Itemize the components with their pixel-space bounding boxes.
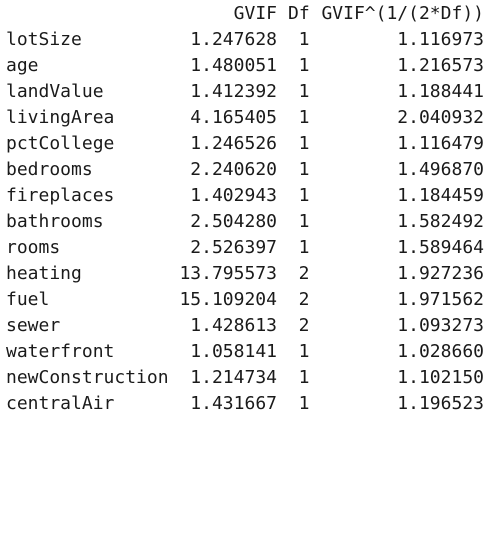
table-row: centralAir 1.431667 1 1.196523 xyxy=(0,391,499,417)
row-label: pctCollege xyxy=(6,133,115,154)
adjusted-gvif-value: 1.102150 xyxy=(397,367,484,388)
row-label: waterfront xyxy=(6,341,115,362)
df-value: 1 xyxy=(298,211,310,232)
gvif-value: 1.246526 xyxy=(190,133,277,154)
row-label: newConstruction xyxy=(6,367,169,388)
adjusted-gvif-value: 1.196523 xyxy=(397,393,484,414)
header-adjusted-gvif: GVIF^(1/(2*Df)) xyxy=(321,3,484,24)
gvif-value: 1.428613 xyxy=(190,315,277,336)
gvif-value: 13.795573 xyxy=(179,263,277,284)
adjusted-gvif-value: 1.184459 xyxy=(397,185,484,206)
gvif-value: 1.402943 xyxy=(190,185,277,206)
row-label: bathrooms xyxy=(6,211,104,232)
df-value: 1 xyxy=(298,367,310,388)
table-row: livingArea 4.165405 1 2.040932 xyxy=(0,105,499,131)
row-label: heating xyxy=(6,263,82,284)
table-row: pctCollege 1.246526 1 1.116479 xyxy=(0,131,499,157)
df-value: 1 xyxy=(298,237,310,258)
table-row: bedrooms 2.240620 1 1.496870 xyxy=(0,157,499,183)
adjusted-gvif-value: 1.971562 xyxy=(397,289,484,310)
row-label: rooms xyxy=(6,237,61,258)
table-row: rooms 2.526397 1 1.589464 xyxy=(0,235,499,261)
adjusted-gvif-value: 1.496870 xyxy=(397,159,484,180)
gvif-value: 2.240620 xyxy=(190,159,277,180)
table-row: heating 13.795573 2 1.927236 xyxy=(0,261,499,287)
df-value: 1 xyxy=(298,133,310,154)
adjusted-gvif-value: 1.927236 xyxy=(397,263,484,284)
adjusted-gvif-value: 1.028660 xyxy=(397,341,484,362)
adjusted-gvif-value: 1.116479 xyxy=(397,133,484,154)
df-value: 1 xyxy=(298,81,310,102)
row-label: lotSize xyxy=(6,29,82,50)
table-row: fuel 15.109204 2 1.971562 xyxy=(0,287,499,313)
row-label: sewer xyxy=(6,315,61,336)
row-label: fuel xyxy=(6,289,50,310)
gvif-value: 4.165405 xyxy=(190,107,277,128)
df-value: 2 xyxy=(298,315,310,336)
gvif-value: 1.214734 xyxy=(190,367,277,388)
df-value: 1 xyxy=(298,185,310,206)
df-value: 2 xyxy=(298,263,310,284)
row-label: bedrooms xyxy=(6,159,93,180)
gvif-value: 2.526397 xyxy=(190,237,277,258)
df-value: 1 xyxy=(298,55,310,76)
row-label: centralAir xyxy=(6,393,115,414)
df-value: 1 xyxy=(298,393,310,414)
df-value: 1 xyxy=(298,341,310,362)
adjusted-gvif-value: 2.040932 xyxy=(397,107,484,128)
gvif-value: 1.480051 xyxy=(190,55,277,76)
header-df: Df xyxy=(288,3,310,24)
row-label: landValue xyxy=(6,81,104,102)
adjusted-gvif-value: 1.188441 xyxy=(397,81,484,102)
gvif-value: 2.504280 xyxy=(190,211,277,232)
gvif-value: 15.109204 xyxy=(179,289,277,310)
table-row: newConstruction 1.214734 1 1.102150 xyxy=(0,365,499,391)
table-row: waterfront 1.058141 1 1.028660 xyxy=(0,339,499,365)
table-row: landValue 1.412392 1 1.188441 xyxy=(0,79,499,105)
df-value: 2 xyxy=(298,289,310,310)
table-row: sewer 1.428613 2 1.093273 xyxy=(0,313,499,339)
console-output: GVIF Df GVIF^(1/(2*Df)) lotSize 1.247628… xyxy=(0,1,499,417)
gvif-value: 1.058141 xyxy=(190,341,277,362)
row-label: livingArea xyxy=(6,107,115,128)
adjusted-gvif-value: 1.589464 xyxy=(397,237,484,258)
gvif-value: 1.431667 xyxy=(190,393,277,414)
gvif-value: 1.247628 xyxy=(190,29,277,50)
adjusted-gvif-value: 1.093273 xyxy=(397,315,484,336)
table-row: fireplaces 1.402943 1 1.184459 xyxy=(0,183,499,209)
df-value: 1 xyxy=(298,29,310,50)
table-header: GVIF Df GVIF^(1/(2*Df)) xyxy=(0,1,499,27)
gvif-value: 1.412392 xyxy=(190,81,277,102)
table-row: lotSize 1.247628 1 1.116973 xyxy=(0,27,499,53)
header-gvif: GVIF xyxy=(233,3,277,24)
adjusted-gvif-value: 1.216573 xyxy=(397,55,484,76)
df-value: 1 xyxy=(298,159,310,180)
table-row: bathrooms 2.504280 1 1.582492 xyxy=(0,209,499,235)
adjusted-gvif-value: 1.582492 xyxy=(397,211,484,232)
row-label: age xyxy=(6,55,39,76)
row-label: fireplaces xyxy=(6,185,115,206)
adjusted-gvif-value: 1.116973 xyxy=(397,29,484,50)
df-value: 1 xyxy=(298,107,310,128)
table-row: age 1.480051 1 1.216573 xyxy=(0,53,499,79)
